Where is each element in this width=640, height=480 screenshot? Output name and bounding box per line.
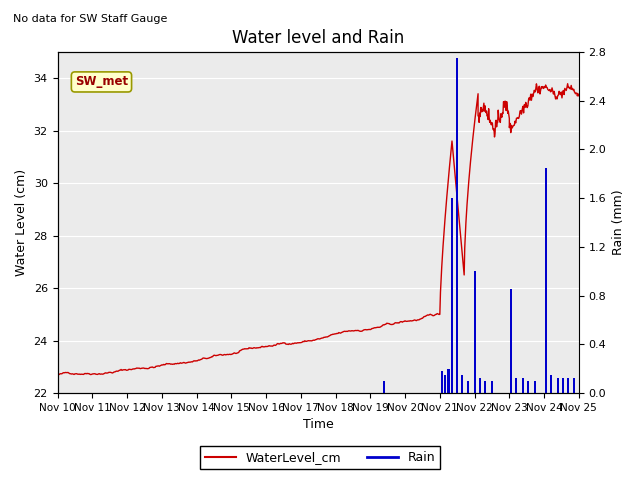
Bar — [562, 379, 564, 393]
Bar — [444, 375, 446, 393]
Bar — [451, 198, 453, 393]
Bar — [447, 369, 449, 393]
Bar — [557, 379, 559, 393]
Y-axis label: Water Level (cm): Water Level (cm) — [15, 169, 28, 276]
Bar — [461, 375, 463, 393]
Bar — [440, 371, 443, 393]
Title: Water level and Rain: Water level and Rain — [232, 29, 404, 48]
Legend: WaterLevel_cm, Rain: WaterLevel_cm, Rain — [200, 446, 440, 469]
Bar — [527, 381, 529, 393]
Bar — [534, 381, 536, 393]
X-axis label: Time: Time — [303, 419, 333, 432]
Bar — [568, 379, 570, 393]
Text: SW_met: SW_met — [75, 75, 128, 88]
Bar — [573, 379, 575, 393]
Bar — [491, 381, 493, 393]
Bar — [479, 379, 481, 393]
Bar — [545, 168, 547, 393]
Bar — [467, 381, 468, 393]
Bar — [484, 381, 486, 393]
Y-axis label: Rain (mm): Rain (mm) — [612, 190, 625, 255]
Bar — [550, 375, 552, 393]
Bar — [522, 379, 524, 393]
Bar — [515, 379, 517, 393]
Bar — [510, 289, 512, 393]
Bar — [456, 58, 458, 393]
Bar — [474, 271, 476, 393]
Text: No data for SW Staff Gauge: No data for SW Staff Gauge — [13, 14, 167, 24]
Bar — [383, 381, 385, 393]
